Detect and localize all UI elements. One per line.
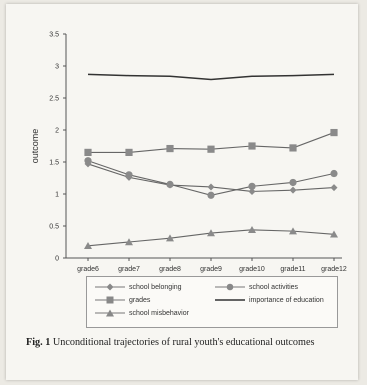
y-tick-label: 2.5 xyxy=(49,96,59,103)
legend-item-school-belonging: school belonging xyxy=(95,283,182,291)
y-tick-label: 1 xyxy=(55,192,59,199)
x-tick-label: grade12 xyxy=(321,266,347,273)
legend-item-importance-of-education: importance of education xyxy=(215,296,324,304)
y-tick-label: 3 xyxy=(55,64,59,71)
y-tick-label: 3.5 xyxy=(49,32,59,39)
data-point xyxy=(166,144,174,153)
legend-label: grades xyxy=(129,296,151,304)
y-tick-label: 0.5 xyxy=(49,224,59,231)
figure-page: 0 0.5 1 1.5 2 2.5 3 3.5 outcome grade6 grade7 grade… xyxy=(6,4,358,380)
series-line xyxy=(87,73,335,81)
legend-item-school-misbehavior: school misbehavior xyxy=(95,309,189,317)
x-tick-label: grade11 xyxy=(280,266,305,273)
y-tick-label: 1.5 xyxy=(49,160,59,167)
figure-caption: Fig. 1 Unconditional trajectories of rur… xyxy=(26,336,346,349)
caption-text: Unconditional trajectories of rural yout… xyxy=(52,337,315,348)
legend-item-grades: grades xyxy=(95,296,150,304)
data-point xyxy=(84,242,92,250)
line-chart: 0 0.5 1 1.5 2 2.5 3 3.5 outcome grade6 grade7 grade… xyxy=(30,32,347,274)
x-tick-label: grade10 xyxy=(239,266,265,273)
chart-legend: school belonging school activities grade… xyxy=(86,276,338,328)
data-point xyxy=(166,180,174,188)
data-point xyxy=(207,145,215,153)
chart-area: 0 0.5 1 1.5 2 2.5 3 3.5 outcome grade6 grade7 grade… xyxy=(14,12,354,322)
data-point xyxy=(125,148,133,156)
data-point xyxy=(248,142,256,150)
legend-label: school misbehavior xyxy=(129,309,189,317)
data-point xyxy=(330,230,338,238)
data-point xyxy=(125,238,133,246)
x-tick-label: grade7 xyxy=(118,266,140,273)
legend-label: importance of education xyxy=(249,296,324,304)
data-point xyxy=(289,144,297,152)
data-point xyxy=(330,169,338,178)
data-point xyxy=(330,184,338,192)
data-point xyxy=(289,227,297,235)
data-point xyxy=(330,128,338,137)
x-tick-label: grade6 xyxy=(77,266,99,273)
data-point xyxy=(207,229,215,237)
data-point xyxy=(166,234,174,242)
y-axis-label: outcome xyxy=(30,129,40,164)
data-point xyxy=(84,157,92,165)
y-tick-label: 0 xyxy=(55,256,59,263)
data-point xyxy=(207,183,215,191)
data-point xyxy=(125,171,133,179)
data-point xyxy=(248,226,256,234)
legend-label: school belonging xyxy=(129,283,182,291)
data-point xyxy=(207,191,215,199)
data-point xyxy=(248,182,256,190)
data-point xyxy=(289,178,297,187)
x-tick-label: grade9 xyxy=(200,266,222,273)
legend-label: school activities xyxy=(249,283,299,291)
data-point xyxy=(84,148,92,156)
y-tick-label: 2 xyxy=(55,128,59,135)
legend-item-school-activities: school activities xyxy=(215,283,298,291)
x-tick-label: grade8 xyxy=(159,266,181,273)
data-point xyxy=(248,187,256,195)
data-point xyxy=(289,186,297,194)
caption-label: Fig. 1 xyxy=(26,337,51,348)
